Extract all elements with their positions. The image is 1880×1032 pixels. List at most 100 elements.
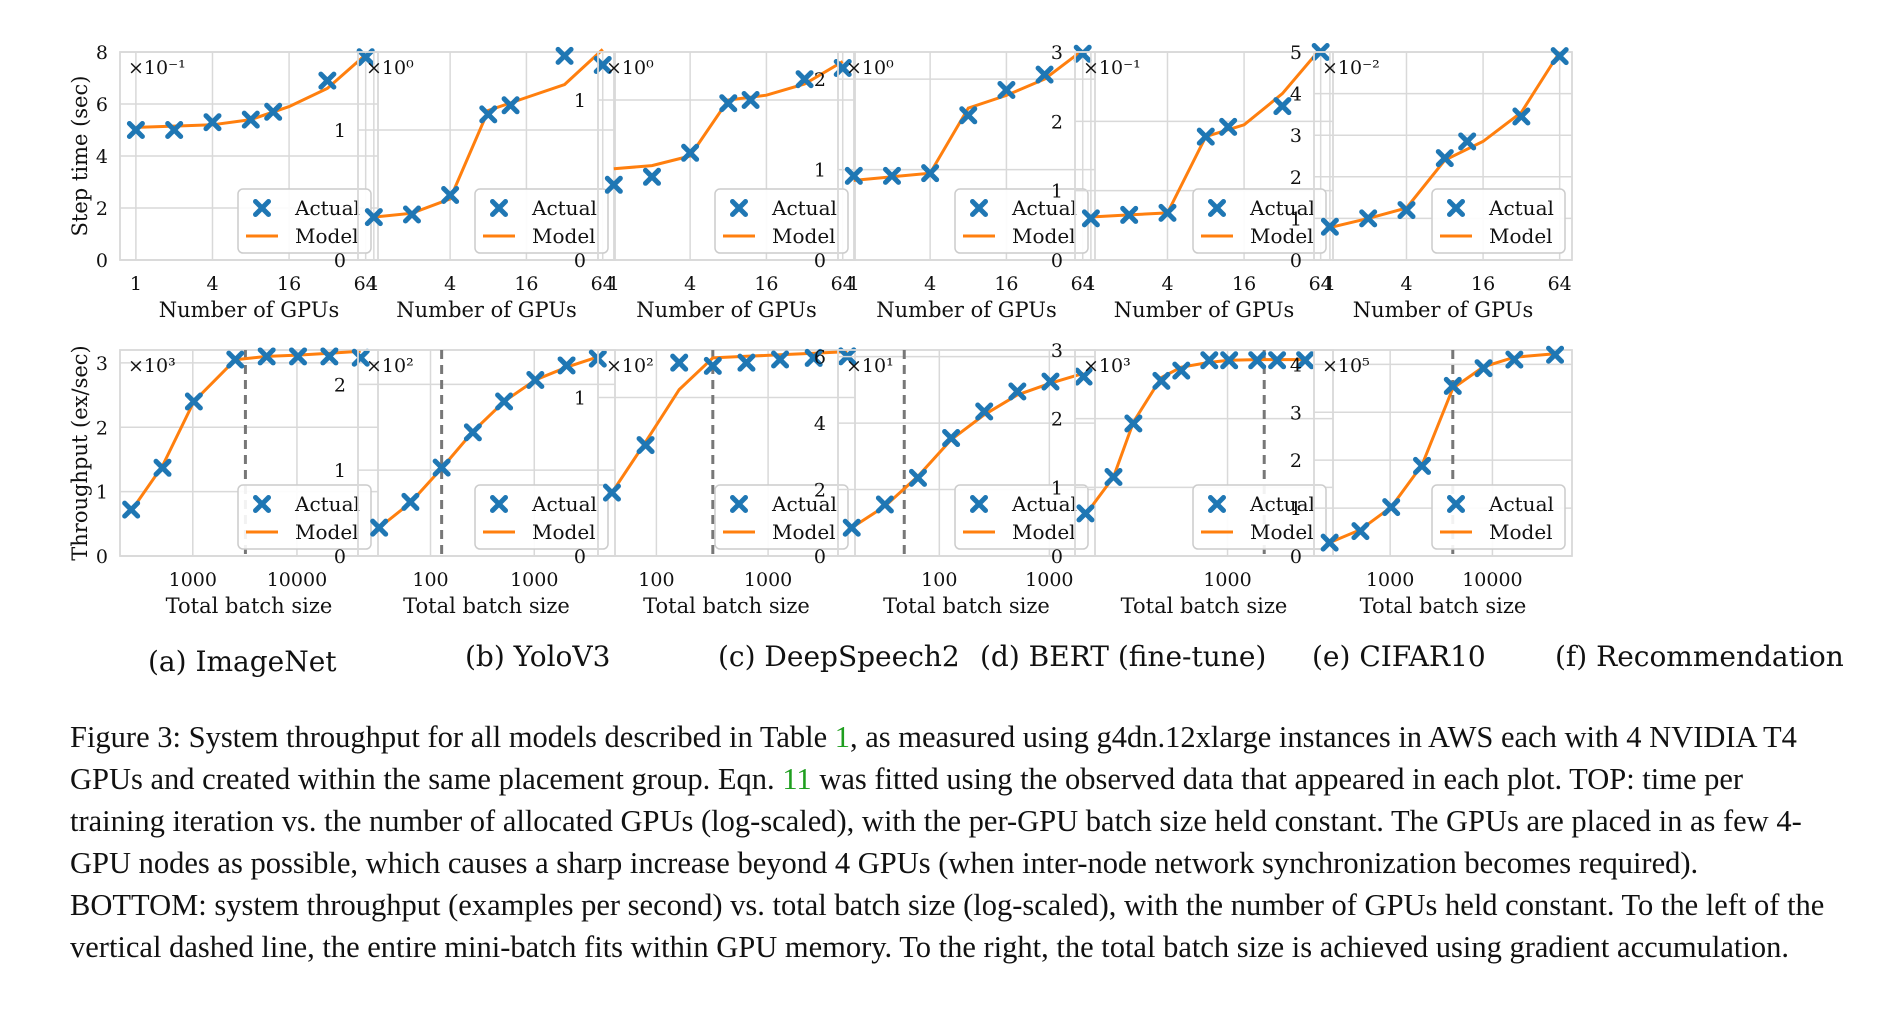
legend-label-model: Model: [772, 520, 836, 544]
x-tick-label: 16: [754, 273, 778, 295]
y-tick-label: 0: [1051, 250, 1063, 272]
legend-label-actual: Actual: [294, 492, 360, 516]
data-point-actual: [501, 96, 520, 115]
y-tick-label: 1: [574, 90, 586, 112]
marker-stroke: [1296, 351, 1315, 370]
data-point-actual: [921, 164, 940, 183]
marker-stroke: [463, 423, 482, 442]
x-tick-label: 16: [1232, 273, 1256, 295]
data-point-actual: [844, 166, 863, 185]
legend: Actual Model: [1192, 484, 1327, 550]
caption-ref-table[interactable]: 1: [834, 720, 851, 754]
data-point-actual: [463, 423, 482, 442]
y-tick-label: 0: [574, 250, 586, 272]
x-tick-label: 1000: [169, 569, 217, 591]
marker-stroke: [1443, 376, 1462, 395]
caption-text-1: Figure 3: System throughput for all mode…: [70, 720, 835, 754]
caption-ref-eqn[interactable]: 11: [782, 762, 812, 796]
legend-marker-actual: [730, 199, 748, 217]
y-tick-label: 1: [334, 460, 346, 482]
data-point-actual: [1104, 468, 1123, 487]
axes-frame: [1313, 51, 1573, 261]
data-point-actual: [1397, 201, 1416, 220]
data-point-actual: [1550, 47, 1569, 66]
data-point-actual: [351, 348, 370, 367]
marker-stroke: [1120, 205, 1139, 224]
marker-stroke: [1124, 414, 1143, 433]
y-tick-label: 2: [814, 480, 826, 502]
legend-marker-actual: [253, 199, 271, 217]
legend-label-actual: Actual: [1249, 196, 1315, 220]
data-point-actual: [1200, 351, 1219, 370]
marker-stroke: [1073, 44, 1092, 63]
legend: Actual Model: [954, 484, 1089, 550]
y-tick-label: 8: [96, 42, 108, 64]
x-tick-label: 64: [1548, 273, 1572, 295]
axis-multiplier: ×10²: [606, 355, 654, 377]
marker-stroke: [670, 353, 689, 372]
marker-stroke: [882, 166, 901, 185]
data-point-actual: [1041, 372, 1060, 391]
marker-stroke: [1546, 345, 1565, 364]
data-point-actual: [975, 402, 994, 421]
x-tick-label: 1000: [510, 569, 558, 591]
data-point-actual: [1320, 217, 1339, 236]
y-tick-label: 5: [1290, 42, 1302, 64]
y-tick-label: 2: [1290, 167, 1302, 189]
marker-stroke: [771, 350, 790, 369]
data-point-actual: [495, 392, 514, 411]
x-tick-label: 1: [1324, 273, 1336, 295]
subfigure-label-b: (b) YoloV3: [465, 640, 611, 673]
panel-c-bottom: 100 1000 0 1 ×10² Total batch size Actual Model: [574, 347, 857, 618]
legend-label-model: Model: [295, 224, 359, 248]
legend-label-actual: Actual: [771, 196, 837, 220]
legend: Actual Model: [1431, 484, 1566, 550]
data-point-actual: [1120, 205, 1139, 224]
marker-stroke: [165, 121, 184, 139]
marker-stroke: [1550, 47, 1569, 66]
legend-label-model: Model: [1012, 224, 1076, 248]
marker-stroke: [264, 102, 283, 121]
data-point-actual: [1505, 350, 1524, 369]
marker-stroke: [1158, 203, 1177, 222]
marker-stroke: [1359, 209, 1378, 228]
marker-stroke: [226, 350, 245, 369]
legend: Actual Model: [1431, 188, 1566, 254]
y-tick-label: 1: [96, 482, 108, 504]
data-point-actual: [670, 353, 689, 372]
axes-frame: [1074, 51, 1334, 261]
legend-label-actual: Actual: [531, 196, 597, 220]
y-tick-label: 0: [334, 250, 346, 272]
legend: Actual Model: [474, 484, 609, 550]
legend-marker-actual: [1447, 199, 1465, 217]
data-point-actual: [1124, 414, 1143, 433]
data-point-actual: [555, 46, 574, 65]
data-point-actual: [1172, 361, 1191, 380]
y-tick-label: 6: [814, 347, 826, 369]
y-tick-label: 4: [1290, 84, 1302, 106]
y-tick-label: 0: [96, 250, 108, 272]
axes-frame: [119, 349, 379, 557]
data-point-actual: [203, 113, 222, 132]
data-point-actual: [432, 458, 451, 477]
panel-b-bottom: 100 1000 0 1 2 ×10² Total batch size Actual Mode…: [334, 349, 616, 618]
data-point-actual: [1152, 371, 1171, 390]
legend-marker-actual: [1208, 199, 1226, 217]
marker-stroke: [1268, 351, 1287, 370]
data-point-actual: [997, 80, 1016, 99]
marker-stroke: [364, 208, 383, 227]
axes-frame: [1074, 349, 1334, 557]
x-axis-label: Total batch size: [166, 594, 333, 618]
axes-frame: [119, 51, 379, 261]
marker-stroke: [241, 110, 260, 129]
legend-marker-actual: [490, 495, 508, 513]
data-point-actual: [737, 353, 756, 372]
marker-stroke: [1041, 372, 1060, 391]
data-point-actual: [318, 71, 337, 90]
x-tick-label: 4: [1400, 273, 1412, 295]
marker-stroke: [495, 392, 514, 411]
data-point-actual: [402, 205, 421, 224]
marker-stroke: [741, 91, 760, 109]
